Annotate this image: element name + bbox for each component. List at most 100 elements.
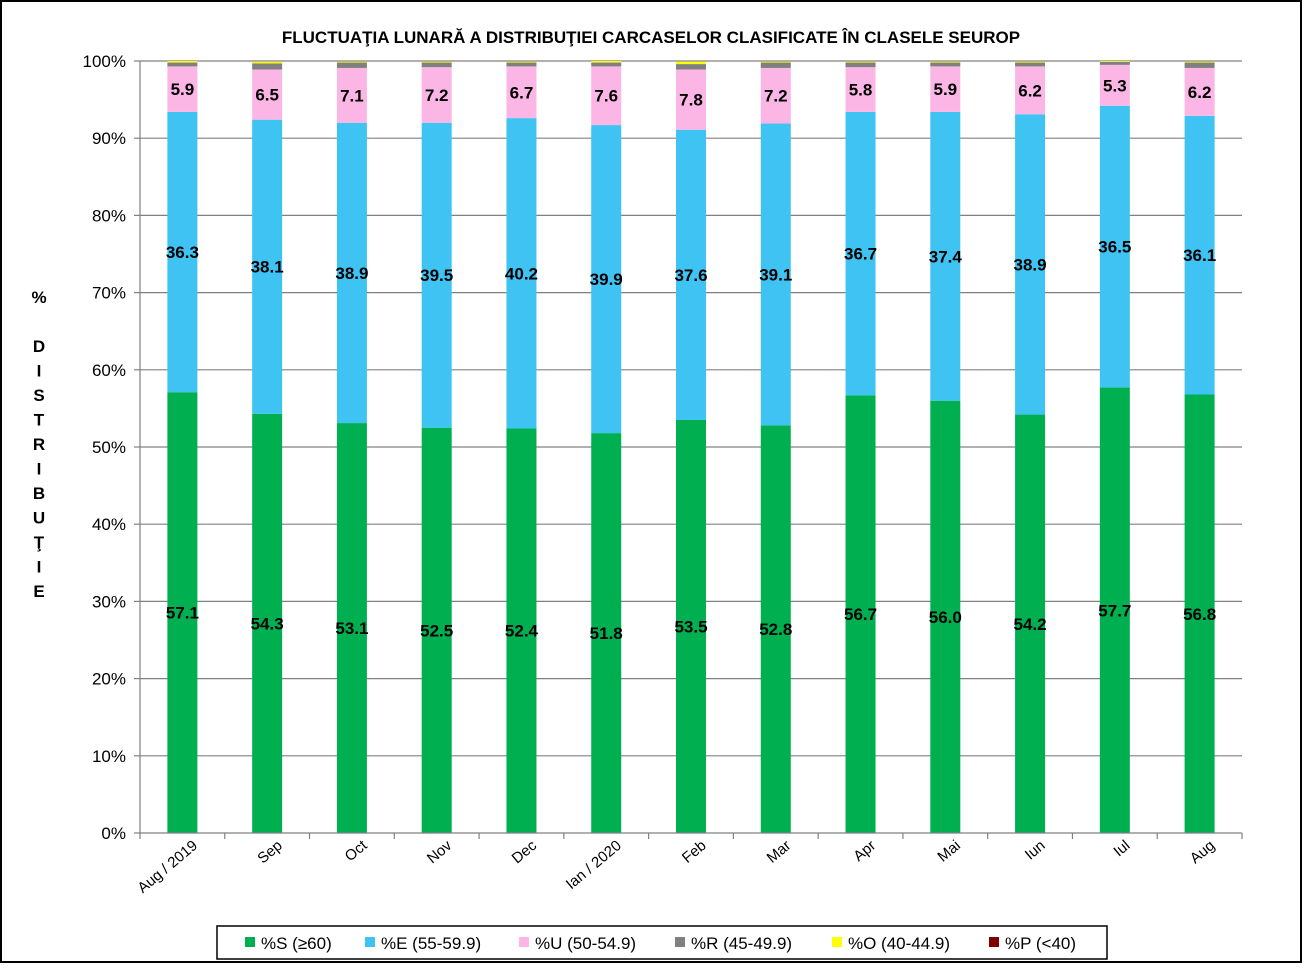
data-label: 5.9 [171,80,195,99]
bar-segment-5 [845,61,876,63]
data-label: 38.9 [1014,255,1047,274]
data-label: 52.4 [505,622,539,641]
y-axis-label-char: E [33,582,44,601]
bar-segment-4 [167,62,198,67]
bar-segment-2 [760,123,791,426]
data-label: 38.1 [251,258,284,277]
bar-segment-2 [930,111,961,401]
bar-segment-1 [1184,394,1215,833]
y-tick-label: 0% [101,824,126,843]
bar-segment-2 [1184,115,1215,395]
data-label: 37.6 [674,266,707,285]
data-label: 5.8 [849,81,873,100]
bar-segment-2 [336,122,367,424]
bar-segment-3 [760,67,791,124]
bar-segment-4 [336,62,367,68]
data-label: 39.9 [590,270,623,289]
y-tick-label: 40% [92,515,126,534]
data-label: 53.1 [335,619,368,638]
bar-segment-5 [336,61,367,63]
axes [134,60,1243,839]
data-label: 40.2 [505,264,538,283]
bar-segment-1 [1015,414,1046,833]
y-axis-label-char: I [37,558,42,577]
bar-segment-3 [591,66,622,126]
bar-segment-4 [845,62,876,68]
data-label: 39.1 [759,265,792,284]
legend-entry: %O (40-44.9) [848,934,950,953]
bar-segment-4 [252,63,283,70]
bar-segment-1 [676,419,706,833]
y-axis-label: %DISTRIBUŢIE [31,288,46,601]
y-tick-label: 30% [92,592,126,611]
bar-segment-3 [336,67,367,123]
legend-entry: %P (<40) [1005,934,1076,953]
bar-segment-4 [591,62,622,67]
bar-segment-5 [421,61,452,63]
legend-swatch [519,937,529,947]
bar-segment-5 [676,61,706,65]
bar-segment-5 [591,61,622,63]
y-tick-label: 80% [92,206,126,225]
bar-segment-2 [506,118,537,429]
data-label: 7.2 [425,86,449,105]
data-label: 6.2 [1018,81,1042,100]
legend-swatch [245,937,255,947]
bar-segment-3 [506,66,537,119]
bar-segment-2 [845,111,876,396]
bar-segment-2 [1099,105,1130,388]
bar-segment-5 [930,61,961,63]
bar-segment-2 [591,125,622,434]
legend: %S (≥60) %E (55-59.9) %U (50-54.9) %R (45-4… [216,925,1108,960]
bar-segment-4 [421,62,452,68]
y-axis-label-char: B [33,484,45,503]
data-label: 7.8 [679,91,703,110]
y-axis-label-char: I [37,460,42,479]
bars [167,61,1215,833]
y-tick-label: 10% [92,747,126,766]
legend-entry: %R (45-49.9) [691,934,792,953]
bar-segment-2 [676,129,706,420]
data-label: 36.3 [166,243,199,262]
bar-segment-1 [167,392,198,833]
y-tick-labels: 0% 10% 20% 30% 40% 50% 60% 70% 80% 90% 100% [83,52,126,843]
data-label: 7.6 [594,87,618,106]
data-label: 6.2 [1188,83,1212,102]
legend-entry: %U (50-54.9) [535,934,636,953]
chart-title: FLUCTUAŢIA LUNARĂ A DISTRIBUŢIEI CARCASE… [282,28,1020,47]
y-axis-label-char: R [33,435,45,454]
data-label: 39.5 [420,266,453,285]
y-axis-label-char: I [37,362,42,381]
bar-segment-3 [1184,67,1215,116]
bar-segment-1 [336,423,367,833]
bar-segment-5 [1184,61,1215,63]
data-label: 5.3 [1103,76,1127,95]
bar-segment-5 [252,61,283,64]
y-tick-label: 50% [92,438,126,457]
bar-segment-1 [845,395,876,833]
data-label: 52.8 [759,620,792,639]
data-label: 51.8 [590,624,623,643]
data-label: 6.7 [510,83,534,102]
bar-segment-3 [1099,64,1130,106]
bar-segment-5 [506,61,537,63]
bar-segment-5 [760,61,791,63]
bar-segment-2 [167,111,198,393]
y-axis-label-char: U [33,509,45,528]
bar-segment-2 [252,119,283,414]
data-label: 38.9 [335,264,368,283]
y-axis-label-char: D [33,337,45,356]
data-label: 57.1 [166,604,199,623]
y-axis-label-char: Ţ [34,533,45,552]
bar-segment-1 [760,425,791,833]
bar-segment-1 [506,428,537,833]
data-label: 36.1 [1183,246,1216,265]
data-label: 7.2 [764,87,788,106]
bar-segment-4 [1184,62,1215,68]
legend-box [216,925,1108,960]
legend-swatch [832,937,842,947]
bar-segment-3 [930,66,961,112]
y-tick-label: 100% [83,52,126,71]
